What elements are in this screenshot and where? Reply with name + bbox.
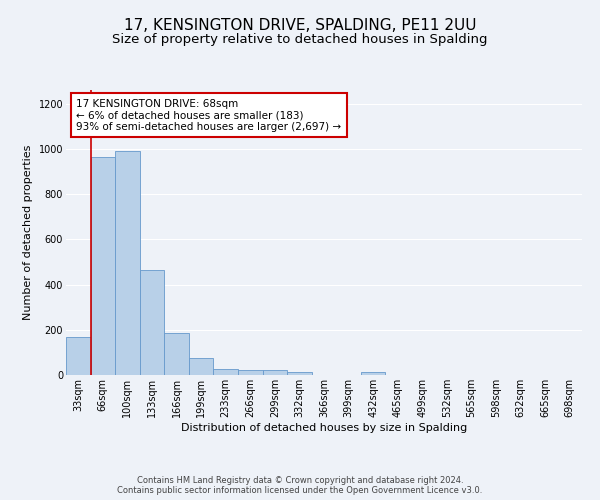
Y-axis label: Number of detached properties: Number of detached properties <box>23 145 33 320</box>
Bar <box>140 270 164 375</box>
Bar <box>361 372 385 375</box>
Bar <box>189 358 214 375</box>
Bar <box>263 370 287 375</box>
Bar <box>238 370 263 375</box>
Text: Contains HM Land Registry data © Crown copyright and database right 2024.
Contai: Contains HM Land Registry data © Crown c… <box>118 476 482 495</box>
Bar <box>91 156 115 375</box>
Bar <box>214 368 238 375</box>
Text: 17 KENSINGTON DRIVE: 68sqm
← 6% of detached houses are smaller (183)
93% of semi: 17 KENSINGTON DRIVE: 68sqm ← 6% of detac… <box>76 98 341 132</box>
Bar <box>66 336 91 375</box>
Text: 17, KENSINGTON DRIVE, SPALDING, PE11 2UU: 17, KENSINGTON DRIVE, SPALDING, PE11 2UU <box>124 18 476 32</box>
Bar <box>287 372 312 375</box>
X-axis label: Distribution of detached houses by size in Spalding: Distribution of detached houses by size … <box>181 422 467 432</box>
Bar <box>115 151 140 375</box>
Text: Size of property relative to detached houses in Spalding: Size of property relative to detached ho… <box>112 32 488 46</box>
Bar <box>164 333 189 375</box>
